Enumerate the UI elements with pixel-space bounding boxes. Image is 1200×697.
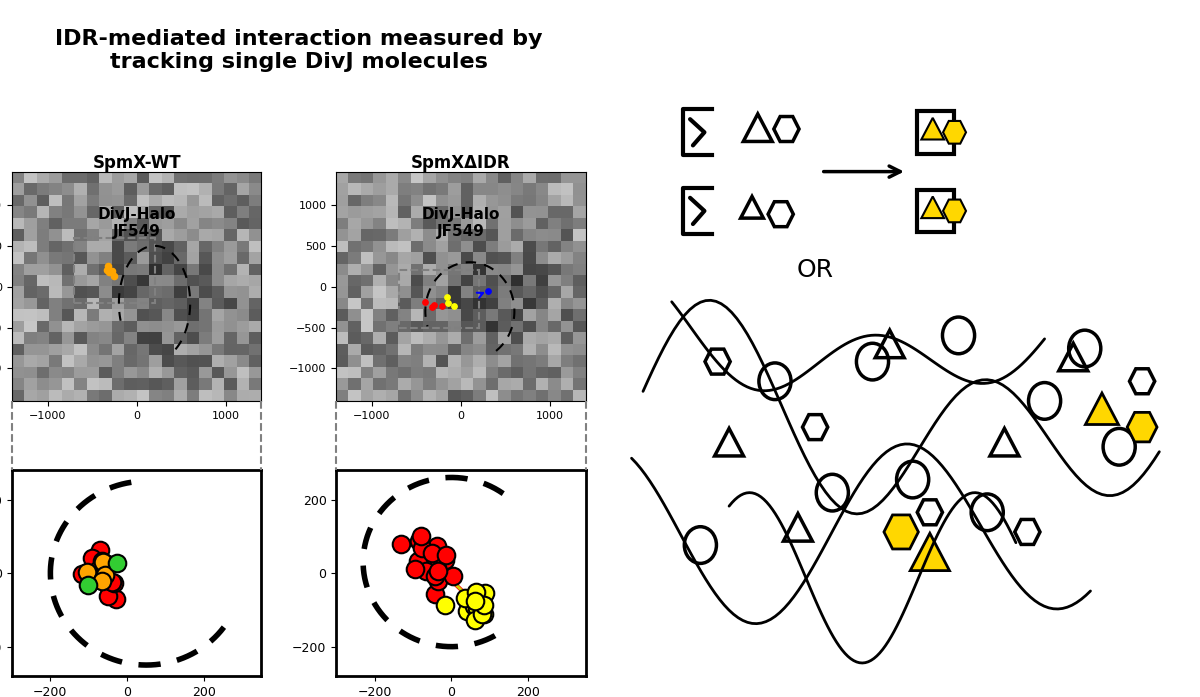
Point [428,565,448,576]
Point [444,570,463,581]
Point [438,298,457,309]
Point [106,593,125,604]
Point [425,588,444,599]
Point [467,587,486,598]
Point [474,608,493,620]
Point [108,558,127,569]
Point [92,556,112,567]
Point [466,596,485,607]
Point [92,575,112,586]
Point [103,266,122,277]
Point [89,565,108,576]
Point [422,547,442,558]
Point [437,549,456,560]
Point [425,300,444,311]
Point [455,592,474,604]
Point [104,577,124,588]
Point [94,570,113,581]
Point [430,551,449,562]
Title: SpmXΔIDR: SpmXΔIDR [412,154,511,172]
Polygon shape [1086,393,1118,424]
Point [457,606,476,617]
Point [98,559,118,570]
Point [406,563,425,574]
Point [104,270,124,282]
Point [426,571,445,582]
Point [428,576,448,587]
Point [436,554,455,565]
Point [90,545,109,556]
Polygon shape [922,118,944,139]
Point [436,599,455,611]
Point [415,296,434,307]
Point [445,300,464,312]
Point [409,535,428,546]
Point [466,614,485,625]
Point [98,261,118,272]
Polygon shape [884,515,918,549]
Point [98,590,118,602]
Point [432,300,451,312]
Polygon shape [1127,413,1157,442]
Point [475,587,494,598]
Point [430,554,449,565]
Point [473,608,492,620]
Point [97,264,116,275]
Polygon shape [911,533,949,571]
Point [464,601,484,612]
Bar [917,111,954,153]
Point [78,567,97,578]
Point [96,574,115,585]
Point [408,556,427,567]
Point [478,285,497,296]
Bar [74,238,155,303]
Text: DivJ-Halo
JF549: DivJ-Halo JF549 [421,206,500,239]
Point [467,603,486,614]
Polygon shape [943,121,966,144]
Point [98,267,118,278]
Text: IDR-mediated interaction measured by
tracking single DivJ molecules: IDR-mediated interaction measured by tra… [55,29,542,72]
Point [102,576,121,588]
Text: OR: OR [797,258,834,282]
Point [83,553,102,564]
Point [474,599,493,611]
Point [416,565,436,576]
Title: SpmX-WT: SpmX-WT [92,154,181,172]
Bar [917,190,954,232]
Point [96,569,115,580]
Point [78,579,97,590]
Polygon shape [943,199,966,222]
Point [434,555,454,566]
Point [73,568,92,579]
Point [94,557,113,568]
Point [412,530,431,542]
Point [91,574,110,585]
Point [427,540,446,551]
Point [422,302,442,313]
Point [391,538,410,549]
Point [438,292,457,303]
Polygon shape [922,197,944,218]
Bar [398,270,479,328]
Text: DivJ-Halo
JF549: DivJ-Halo JF549 [97,206,176,239]
Point [412,542,431,553]
Point [79,569,98,581]
Point [427,562,446,574]
